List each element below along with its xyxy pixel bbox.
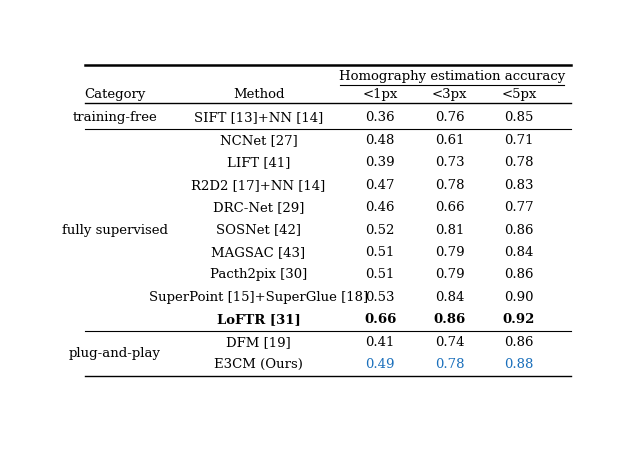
Text: 0.78: 0.78 [504,157,534,169]
Text: 0.84: 0.84 [435,291,464,304]
Text: 0.77: 0.77 [504,201,534,214]
Text: 0.41: 0.41 [365,336,395,349]
Text: 0.86: 0.86 [504,268,534,282]
Text: 0.92: 0.92 [503,313,535,326]
Text: 0.83: 0.83 [504,179,534,192]
Text: MAGSAC [43]: MAGSAC [43] [211,246,306,259]
Text: 0.79: 0.79 [435,268,465,282]
Text: SIFT [13]+NN [14]: SIFT [13]+NN [14] [194,111,323,125]
Text: 0.88: 0.88 [504,358,534,371]
Text: 0.79: 0.79 [435,246,465,259]
Text: 0.51: 0.51 [365,246,395,259]
Text: LoFTR [31]: LoFTR [31] [217,313,300,326]
Text: 0.52: 0.52 [365,224,395,236]
Text: DFM [19]: DFM [19] [226,336,291,349]
Text: 0.85: 0.85 [504,111,534,125]
Text: 0.86: 0.86 [504,224,534,236]
Text: fully supervised: fully supervised [61,224,168,236]
Text: LIFT [41]: LIFT [41] [227,157,291,169]
Text: 0.66: 0.66 [435,201,465,214]
Text: <3px: <3px [432,88,467,101]
Text: <5px: <5px [501,88,537,101]
Text: 0.74: 0.74 [435,336,464,349]
Text: DRC-Net [29]: DRC-Net [29] [213,201,304,214]
Text: E3CM (Ours): E3CM (Ours) [214,358,303,371]
Text: 0.47: 0.47 [365,179,395,192]
Text: <1px: <1px [362,88,398,101]
Text: R2D2 [17]+NN [14]: R2D2 [17]+NN [14] [191,179,326,192]
Text: 0.86: 0.86 [504,336,534,349]
Text: 0.61: 0.61 [435,134,464,147]
Text: 0.76: 0.76 [435,111,465,125]
Text: 0.71: 0.71 [504,134,534,147]
Text: 0.90: 0.90 [504,291,534,304]
Text: Homography estimation accuracy: Homography estimation accuracy [339,70,565,83]
Text: 0.78: 0.78 [435,358,464,371]
Text: 0.73: 0.73 [435,157,465,169]
Text: Method: Method [233,88,284,101]
Text: 0.36: 0.36 [365,111,395,125]
Text: plug-and-play: plug-and-play [68,347,161,360]
Text: 0.81: 0.81 [435,224,464,236]
Text: NCNet [27]: NCNet [27] [220,134,298,147]
Text: 0.48: 0.48 [365,134,395,147]
Text: 0.46: 0.46 [365,201,395,214]
Text: training-free: training-free [72,111,157,125]
Text: 0.78: 0.78 [435,179,464,192]
Text: Category: Category [84,88,145,101]
Text: 0.39: 0.39 [365,157,395,169]
Text: 0.49: 0.49 [365,358,395,371]
Text: 0.53: 0.53 [365,291,395,304]
Text: SOSNet [42]: SOSNet [42] [216,224,301,236]
Text: 0.66: 0.66 [364,313,396,326]
Text: 0.84: 0.84 [504,246,534,259]
Text: 0.86: 0.86 [433,313,466,326]
Text: Pacth2pix [30]: Pacth2pix [30] [210,268,307,282]
Text: 0.51: 0.51 [365,268,395,282]
Text: SuperPoint [15]+SuperGlue [18]: SuperPoint [15]+SuperGlue [18] [149,291,368,304]
